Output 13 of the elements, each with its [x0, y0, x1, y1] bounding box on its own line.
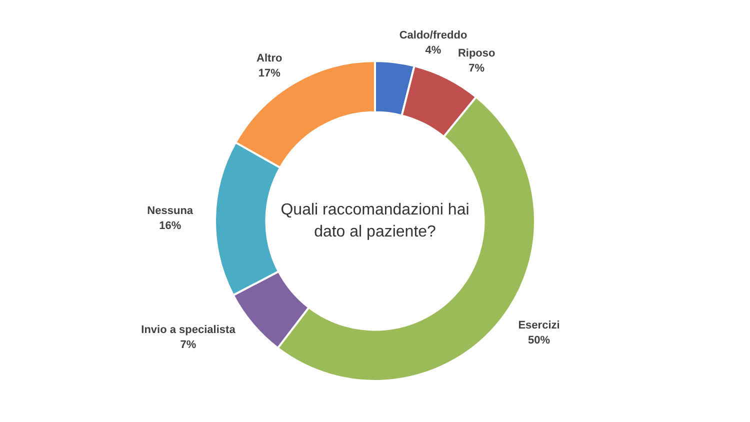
data-label: 50%: [528, 334, 550, 347]
text: Quali raccomandazioni hai dato al paziente?: [280, 201, 470, 240]
data-label: 7%: [180, 338, 196, 351]
data-label: 4%: [425, 44, 442, 56]
slice-label: Nessuna: [147, 205, 194, 218]
slice-label: Riposo: [458, 47, 496, 60]
slice-label: Altro: [256, 52, 282, 65]
data-label: 7%: [468, 62, 485, 74]
slice-label: Esercizi: [518, 320, 560, 332]
data-label: 16%: [159, 220, 182, 232]
slice-label: Caldo/freddo: [399, 29, 468, 42]
data-label: 17%: [258, 68, 281, 80]
slice-label: Invio a specialista: [141, 324, 236, 336]
